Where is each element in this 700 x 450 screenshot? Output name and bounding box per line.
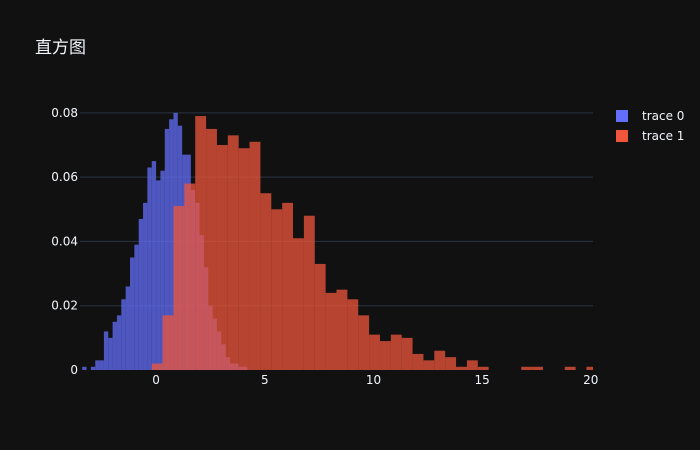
histogram-bar[interactable] <box>347 299 359 370</box>
histogram-bar[interactable] <box>521 366 533 370</box>
histogram-bar[interactable] <box>125 286 130 370</box>
legend-label-trace-0: trace 0 <box>642 109 685 123</box>
histogram-bar[interactable] <box>532 366 544 370</box>
histogram-bar[interactable] <box>466 360 478 370</box>
x-tick-label: 5 <box>261 373 269 387</box>
histogram-bar[interactable] <box>156 180 161 370</box>
histogram-bar[interactable] <box>456 366 467 370</box>
histogram-bar[interactable] <box>586 366 593 370</box>
histogram-bar[interactable] <box>121 299 126 370</box>
y-tick-label: 0.02 <box>51 299 78 313</box>
histogram-bar[interactable] <box>108 337 113 370</box>
histogram-bar[interactable] <box>206 128 217 370</box>
histogram-bar[interactable] <box>138 218 144 370</box>
chart-title: 直方图 <box>35 38 86 58</box>
histogram-bar[interactable] <box>82 366 87 370</box>
histogram-bar[interactable] <box>434 350 446 370</box>
histogram-bar[interactable] <box>325 292 337 370</box>
histogram-bar[interactable] <box>314 263 326 370</box>
y-tick-label: 0.06 <box>51 170 78 184</box>
histogram-bar[interactable] <box>143 202 148 370</box>
histogram-bar[interactable] <box>412 353 424 370</box>
histogram-bar[interactable] <box>147 167 152 371</box>
histogram-bar[interactable] <box>99 360 104 370</box>
histogram-bar[interactable] <box>162 315 174 370</box>
histogram-bar[interactable] <box>169 119 174 371</box>
histogram-bar[interactable] <box>271 209 283 370</box>
histogram-bar[interactable] <box>164 128 170 370</box>
histogram-bar[interactable] <box>160 170 165 370</box>
legend-item-trace-1[interactable]: trace 1 <box>616 126 684 146</box>
histogram-bar[interactable] <box>336 289 348 370</box>
histogram-bar[interactable] <box>134 244 139 370</box>
histogram-bar[interactable] <box>184 183 196 370</box>
y-tick-label: 0.04 <box>51 234 78 248</box>
histogram-bar[interactable] <box>151 363 163 370</box>
y-tick-label: 0 <box>70 363 78 377</box>
legend-item-trace-0[interactable]: trace 0 <box>616 106 684 126</box>
histogram-bar[interactable] <box>260 193 272 370</box>
x-tick-label: 15 <box>474 373 489 387</box>
histogram-bar[interactable] <box>195 116 207 370</box>
histogram-bar[interactable] <box>293 238 304 370</box>
histogram-bar[interactable] <box>112 321 117 370</box>
legend-label-trace-1: trace 1 <box>642 129 685 143</box>
histogram-bar[interactable] <box>477 366 489 370</box>
histogram-bar[interactable] <box>390 334 402 370</box>
histogram-bar[interactable] <box>303 215 315 370</box>
histogram-bar[interactable] <box>227 135 239 370</box>
y-tick-label: 0.08 <box>51 106 78 120</box>
histogram-bar[interactable] <box>379 341 391 370</box>
legend-swatch-trace-0 <box>616 110 628 122</box>
histogram-bar[interactable] <box>216 145 228 370</box>
histogram-bar[interactable] <box>369 334 380 370</box>
histogram-bar[interactable] <box>564 366 576 370</box>
histogram-bar[interactable] <box>423 360 435 370</box>
histogram-bar[interactable] <box>445 357 457 370</box>
histogram-bar[interactable] <box>249 141 261 370</box>
x-tick-label: 20 <box>583 373 598 387</box>
legend[interactable]: trace 0 trace 1 <box>616 106 684 146</box>
histogram-bar[interactable] <box>401 337 413 370</box>
histogram-bar[interactable] <box>173 206 185 370</box>
bars <box>82 112 593 371</box>
histogram-bar[interactable] <box>90 366 96 370</box>
axis-labels: 0 0.02 0.04 0.06 0.08 0 5 10 15 20 <box>51 106 598 387</box>
x-tick-label: 0 <box>152 373 160 387</box>
x-tick-label: 10 <box>366 373 381 387</box>
legend-swatch-trace-1 <box>616 130 628 142</box>
histogram-bar[interactable] <box>358 315 370 370</box>
histogram-bar[interactable] <box>116 315 122 370</box>
histogram-bar[interactable] <box>103 331 109 370</box>
histogram-bar[interactable] <box>129 257 135 371</box>
series-1 <box>151 116 593 370</box>
histogram-bar[interactable] <box>282 202 294 370</box>
histogram-bar[interactable] <box>151 161 157 370</box>
histogram-bar[interactable] <box>95 360 100 370</box>
histogram-bar[interactable] <box>238 148 250 370</box>
